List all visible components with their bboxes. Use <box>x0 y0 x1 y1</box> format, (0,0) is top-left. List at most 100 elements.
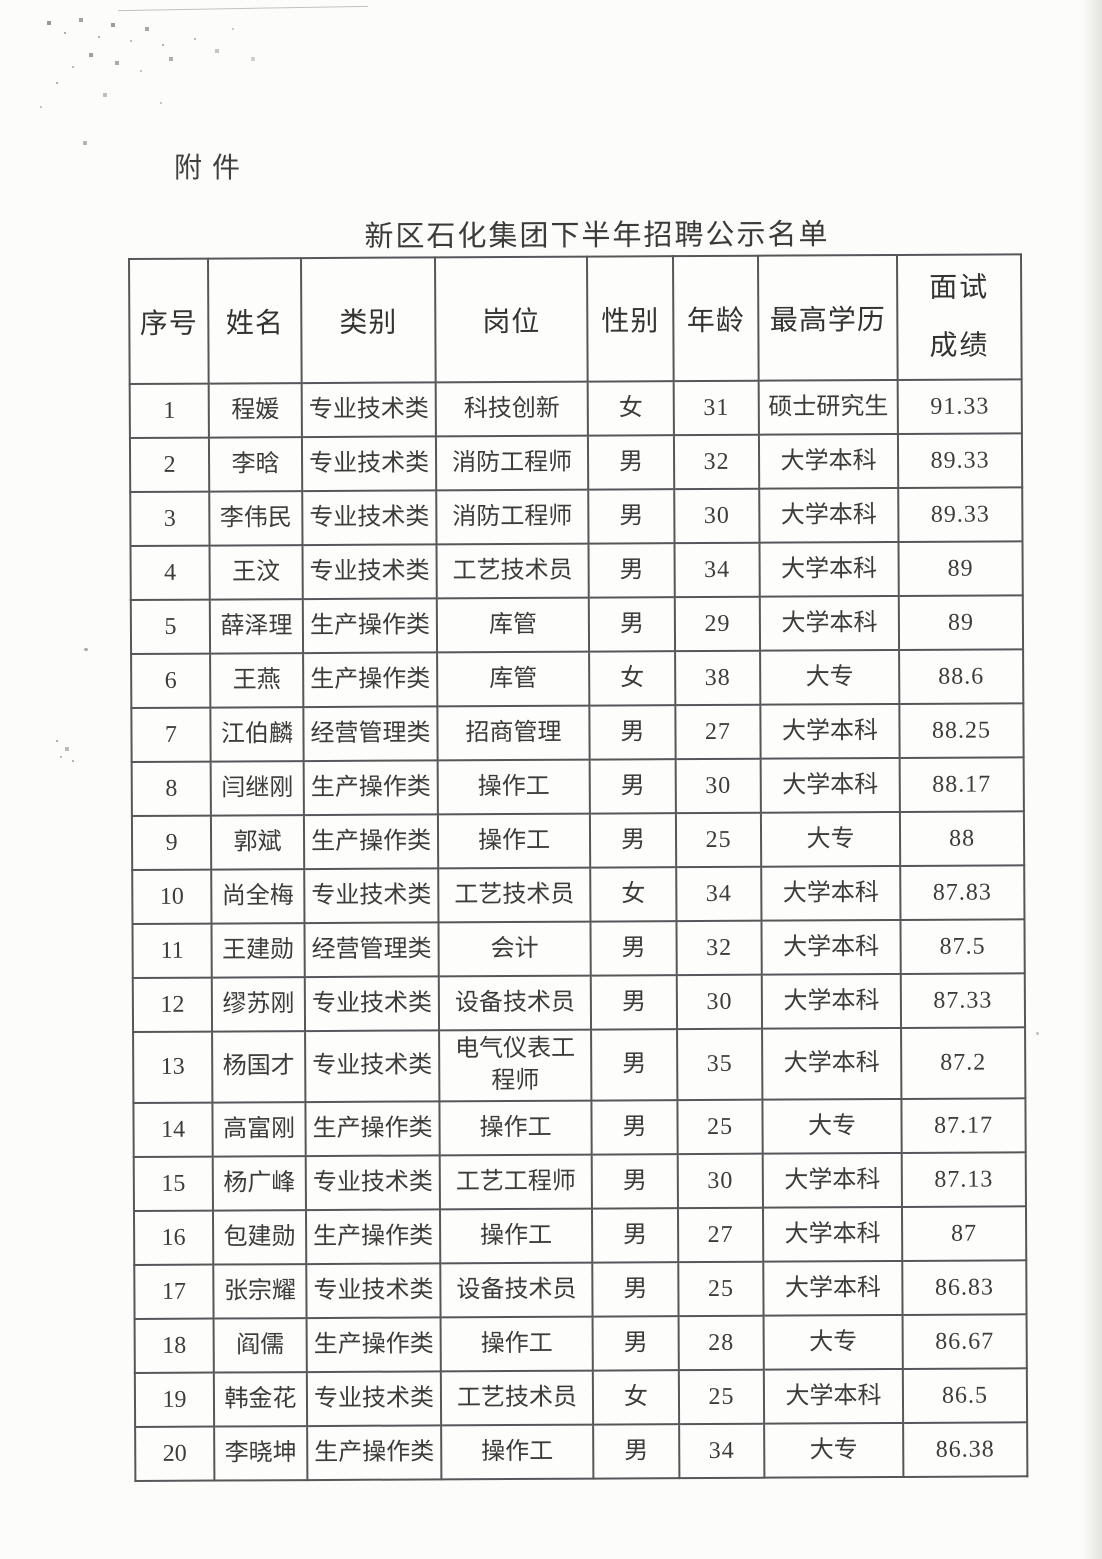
cell-no: 11 <box>132 923 212 978</box>
cell-name: 王燕 <box>210 653 304 708</box>
cell-position: 操作工 <box>437 813 591 869</box>
cell-age: 38 <box>675 650 761 706</box>
cell-score: 87 <box>901 1206 1027 1261</box>
cell-gender: 女 <box>587 381 674 436</box>
cell-name: 阎儒 <box>213 1317 307 1373</box>
cell-name: 缪苏刚 <box>211 977 306 1032</box>
cell-position: 工艺技术员 <box>436 543 589 599</box>
cell-no: 6 <box>131 653 211 708</box>
cell-score: 89 <box>898 595 1024 650</box>
cell-gender: 男 <box>593 1423 680 1479</box>
header-age-label: 年龄 <box>686 305 745 337</box>
cell-gender: 男 <box>591 1029 678 1101</box>
cell-no: 20 <box>135 1426 215 1481</box>
cell-name: 李伟民 <box>209 491 303 546</box>
cell-no: 19 <box>134 1372 215 1427</box>
cell-position: 操作工 <box>441 1424 594 1480</box>
cell-category: 生产操作类 <box>305 1101 440 1156</box>
cell-position: 库管 <box>436 597 590 653</box>
cell-education: 大专 <box>763 1314 903 1370</box>
cell-age: 32 <box>676 920 762 976</box>
cell-age: 27 <box>677 1207 764 1262</box>
cell-name: 张宗耀 <box>213 1263 307 1319</box>
cell-score: 87.33 <box>900 973 1026 1028</box>
cell-category: 专业技术类 <box>302 490 437 546</box>
cell-category: 生产操作类 <box>303 652 438 708</box>
header-score-label: 面试成绩 <box>929 272 990 362</box>
table-row: 7 江伯麟 经营管理类 招商管理男 27 大学本科 88.25 <box>131 703 1024 762</box>
cell-score: 88 <box>899 811 1025 866</box>
cell-position: 消防工程师 <box>436 489 589 545</box>
cell-score: 86.83 <box>902 1260 1027 1315</box>
cell-gender: 男 <box>592 1261 679 1317</box>
cell-category: 专业技术类 <box>301 382 436 438</box>
cell-score: 89 <box>898 541 1023 596</box>
cell-education: 大学本科 <box>760 757 900 813</box>
cell-no: 10 <box>132 869 212 924</box>
header-gender: 性别 <box>586 256 674 382</box>
cell-education: 大学本科 <box>762 1027 902 1100</box>
header-age: 年龄 <box>672 255 759 382</box>
cell-age: 30 <box>676 974 763 1030</box>
cell-education: 大专 <box>760 649 900 705</box>
cell-name: 王汶 <box>209 545 303 600</box>
cell-age: 25 <box>677 1099 763 1154</box>
cell-education: 硕士研究生 <box>758 379 898 435</box>
cell-gender: 女 <box>589 651 676 706</box>
cell-position: 电气仪表工程师 <box>439 1029 592 1102</box>
table-row: 10 尚全梅 专业技术类 工艺技术员女 34 大学本科 87.83 <box>132 865 1025 924</box>
cell-gender: 男 <box>587 435 675 490</box>
table-row: 5 薛泽理 生产操作类 库管男 29 大学本科 89 <box>130 595 1024 654</box>
table-row: 4 王汶 专业技术类 工艺技术员男 34 大学本科 89 <box>130 541 1023 600</box>
table-row: 8 闫继刚 生产操作类 操作工男 30 大学本科 88.17 <box>131 757 1024 816</box>
table-header: 序号 姓名 类别 岗位 性别 年龄 最高学历 面试成绩 <box>129 254 1022 384</box>
table-row: 3 李伟民 专业技术类 消防工程师男 30 大学本科 89.33 <box>130 487 1023 546</box>
header-name: 姓名 <box>208 258 302 384</box>
cell-age: 25 <box>678 1261 764 1316</box>
cell-name: 程媛 <box>208 383 302 438</box>
cell-education: 大学本科 <box>759 595 900 651</box>
cell-category: 生产操作类 <box>307 1425 442 1480</box>
cell-education: 大学本科 <box>763 1260 903 1316</box>
cell-score: 87.5 <box>900 919 1025 974</box>
cell-name: 江伯麟 <box>210 707 304 762</box>
cell-name: 郭斌 <box>210 815 305 870</box>
cell-score: 87.83 <box>900 865 1025 920</box>
header-category: 类别 <box>301 257 436 384</box>
cell-no: 5 <box>130 599 211 654</box>
cell-no: 15 <box>133 1156 213 1211</box>
cell-score: 87.17 <box>901 1098 1026 1153</box>
cell-no: 1 <box>129 383 209 438</box>
header-education: 最高学历 <box>757 254 898 381</box>
table-row: 15 杨广峰 专业技术类 工艺工程师男 30 大学本科 87.13 <box>133 1152 1026 1211</box>
cell-category: 经营管理类 <box>304 922 439 978</box>
cell-age: 30 <box>675 758 761 814</box>
cell-category: 专业技术类 <box>302 544 437 600</box>
scan-dots-left <box>52 736 54 738</box>
cell-name: 杨国才 <box>212 1031 306 1103</box>
header-row: 序号 姓名 类别 岗位 性别 年龄 最高学历 面试成绩 <box>129 254 1022 384</box>
scan-dot-right <box>1036 1032 1039 1035</box>
cell-position: 科技创新 <box>435 381 588 437</box>
cell-name: 高富刚 <box>212 1101 306 1157</box>
cell-no: 13 <box>133 1031 213 1103</box>
scan-smudge <box>118 5 368 12</box>
cell-position: 库管 <box>437 651 590 707</box>
cell-age: 25 <box>675 812 762 868</box>
cell-position: 操作工 <box>439 1100 592 1156</box>
table-row: 18 阎儒 生产操作类 操作工男 28 大专 86.67 <box>134 1314 1027 1373</box>
table-row: 16 包建勋 生产操作类 操作工男 27 大学本科 87 <box>133 1206 1027 1265</box>
cell-education: 大学本科 <box>761 973 902 1029</box>
cell-gender: 男 <box>589 813 677 868</box>
cell-no: 4 <box>130 545 210 600</box>
cell-gender: 女 <box>590 867 677 922</box>
table-row: 17 张宗耀 专业技术类 设备技术员男 25 大学本科 86.83 <box>134 1260 1027 1319</box>
header-name-label: 姓名 <box>225 307 284 339</box>
cell-position: 设备技术员 <box>438 975 592 1031</box>
cell-score: 88.17 <box>899 757 1024 812</box>
cell-gender: 男 <box>591 1099 678 1155</box>
header-gender-label: 性别 <box>601 305 660 338</box>
cell-score: 86.67 <box>902 1314 1027 1369</box>
cell-score: 86.38 <box>903 1422 1028 1477</box>
